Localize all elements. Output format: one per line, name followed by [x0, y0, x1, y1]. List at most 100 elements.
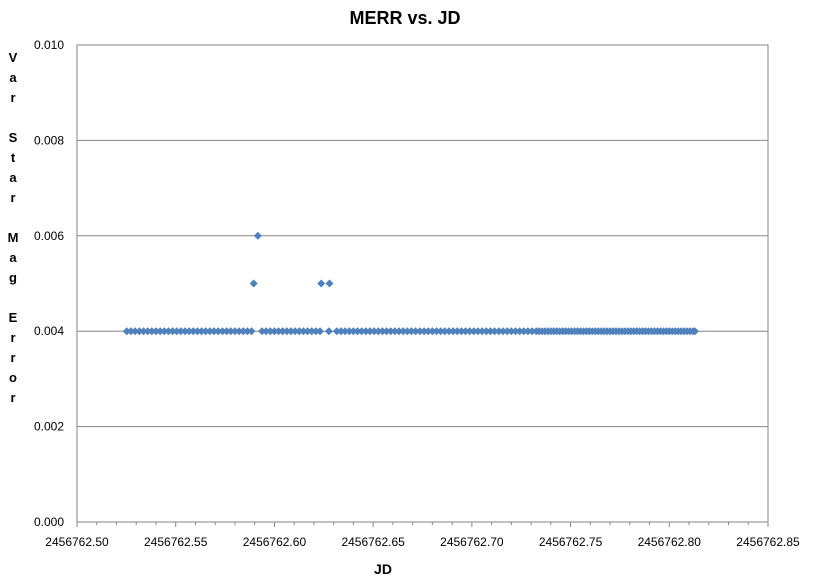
x-tick-label: 2456762.75	[539, 535, 603, 549]
data-point	[432, 327, 441, 336]
data-point	[324, 327, 333, 336]
data-point	[214, 327, 223, 336]
y-axis-title-char: r	[10, 330, 15, 345]
data-point	[461, 327, 470, 336]
data-point	[307, 327, 316, 336]
data-point	[482, 327, 491, 336]
data-point	[295, 327, 304, 336]
data-point	[235, 327, 244, 336]
data-point	[353, 327, 362, 336]
data-point	[139, 327, 148, 336]
data-point	[465, 327, 474, 336]
data-point	[282, 327, 291, 336]
data-point	[365, 327, 374, 336]
data-point	[172, 327, 181, 336]
data-point	[424, 327, 433, 336]
data-point	[407, 327, 416, 336]
data-point	[494, 327, 503, 336]
data-point	[390, 327, 399, 336]
data-point	[189, 327, 198, 336]
y-axis-title-char: a	[9, 250, 17, 265]
data-point	[469, 327, 478, 336]
y-tick-label: 0.006	[34, 229, 64, 243]
data-point	[449, 327, 458, 336]
data-point	[378, 327, 387, 336]
data-point	[270, 327, 279, 336]
data-point	[176, 327, 185, 336]
y-axis-title-char: M	[8, 230, 19, 245]
outlier-point	[253, 231, 262, 240]
x-tick-label: 2456762.55	[144, 535, 208, 549]
data-point	[266, 327, 275, 336]
data-point	[122, 327, 131, 336]
data-point	[185, 327, 194, 336]
data-point	[210, 327, 219, 336]
y-axis-title-char: E	[9, 310, 18, 325]
y-axis-title-char: r	[10, 90, 15, 105]
data-point	[147, 327, 156, 336]
x-tick-label: 2456762.60	[243, 535, 307, 549]
y-tick-label: 0.002	[34, 420, 64, 434]
data-point	[528, 327, 537, 336]
data-point	[180, 327, 189, 336]
data-point	[262, 327, 271, 336]
data-point	[420, 327, 429, 336]
y-axis-title-char: o	[9, 370, 17, 385]
outlier-point	[317, 279, 326, 288]
x-axis-title: JD	[374, 561, 392, 577]
x-tick-label: 2456762.80	[638, 535, 702, 549]
data-point	[135, 327, 144, 336]
y-axis-title-char: V	[9, 50, 18, 65]
data-point	[357, 327, 366, 336]
data-point	[299, 327, 308, 336]
y-axis-title-char: a	[9, 70, 17, 85]
y-axis-title-char: S	[9, 130, 18, 145]
y-tick-label: 0.008	[34, 133, 64, 147]
data-point	[218, 327, 227, 336]
data-point	[453, 327, 462, 336]
y-axis-title-char: g	[9, 270, 17, 285]
data-point	[222, 327, 231, 336]
data-point	[257, 327, 266, 336]
y-axis-title-char: a	[9, 170, 17, 185]
data-point	[143, 327, 152, 336]
y-tick-label: 0.010	[34, 38, 64, 52]
data-points	[122, 231, 699, 336]
data-point	[523, 327, 532, 336]
y-axis-title-char: r	[10, 390, 15, 405]
data-point	[499, 327, 508, 336]
y-tick-label: 0.000	[34, 515, 64, 529]
data-point	[411, 327, 420, 336]
data-point	[160, 327, 169, 336]
data-point	[230, 327, 239, 336]
data-point	[403, 327, 412, 336]
data-point	[156, 327, 165, 336]
data-point	[386, 327, 395, 336]
data-point	[336, 327, 345, 336]
data-point	[131, 327, 140, 336]
data-point	[151, 327, 160, 336]
data-point	[490, 327, 499, 336]
data-point	[303, 327, 312, 336]
data-point	[349, 327, 358, 336]
data-point	[193, 327, 202, 336]
x-tick-label: 2456762.70	[440, 535, 504, 549]
y-axis-title-char: r	[10, 190, 15, 205]
data-point	[478, 327, 487, 336]
data-point	[239, 327, 248, 336]
data-point	[201, 327, 210, 336]
data-point	[415, 327, 424, 336]
data-point	[291, 327, 300, 336]
data-point	[399, 327, 408, 336]
data-point	[444, 327, 453, 336]
data-point	[332, 327, 341, 336]
data-point	[370, 327, 379, 336]
data-point	[287, 327, 296, 336]
plot-area-border	[76, 44, 769, 523]
data-point	[382, 327, 391, 336]
chart-title: MERR vs. JD	[349, 8, 460, 28]
data-point	[473, 327, 482, 336]
